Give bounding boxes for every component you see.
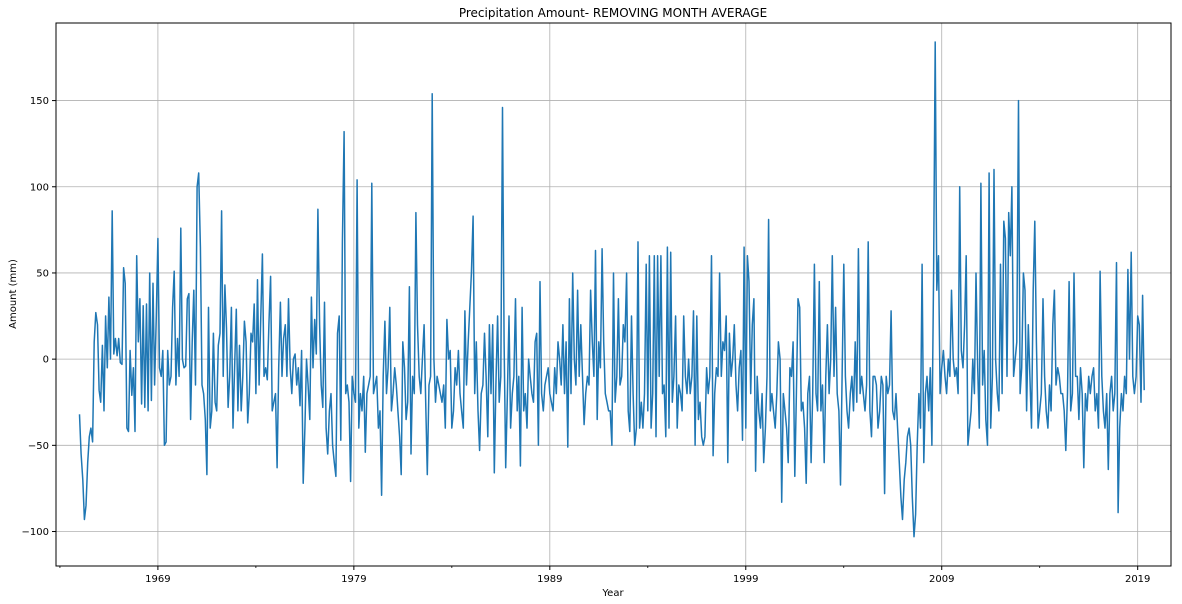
y-tick-label: 0	[43, 355, 49, 366]
data-series	[78, 41, 1145, 538]
x-tick-label: 1999	[733, 574, 758, 585]
x-tick-label: 1969	[145, 574, 170, 585]
x-tick-label: 2009	[929, 574, 954, 585]
y-tick-label: −50	[28, 441, 49, 452]
x-tick-label: 2019	[1125, 574, 1150, 585]
axis-ticks: 1969 1979 1989 1999 2009 2019 −100 −50 0 50 100 150	[22, 96, 1151, 585]
y-tick-label: 50	[36, 268, 49, 279]
x-tick-label: 1989	[537, 574, 562, 585]
y-tick-label: −100	[22, 527, 49, 538]
x-tick-label: 1979	[341, 574, 366, 585]
plot-area-frame	[55, 22, 1172, 567]
y-tick-label: 100	[30, 182, 49, 193]
y-axis-label: Amount (mm)	[8, 259, 19, 329]
chart-title: Precipitation Amount- REMOVING MONTH AVE…	[459, 6, 767, 20]
series-line	[78, 41, 1145, 538]
x-axis-label: Year	[601, 588, 624, 599]
y-tick-label: 150	[30, 96, 49, 107]
